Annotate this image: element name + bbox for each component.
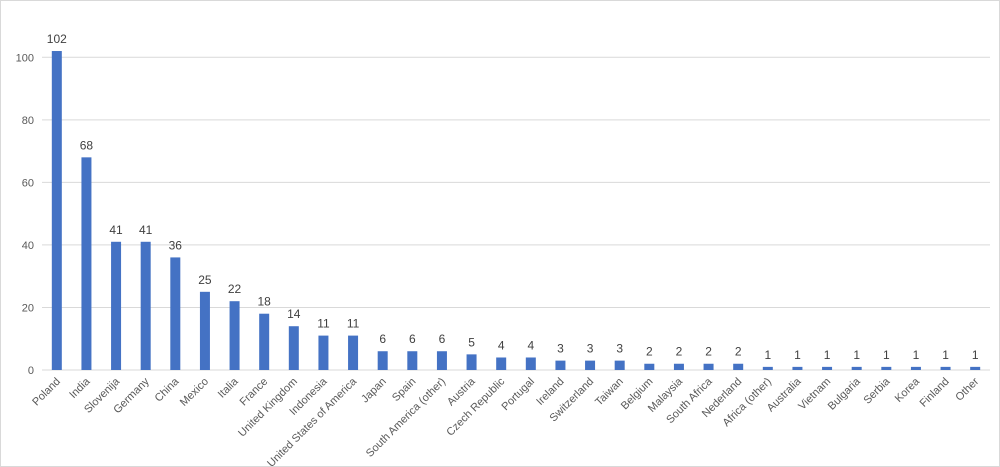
bar bbox=[792, 366, 803, 370]
bar bbox=[585, 360, 596, 370]
bar bbox=[140, 241, 151, 370]
x-tick-label: Other bbox=[953, 375, 981, 403]
bar bbox=[614, 360, 625, 370]
x-tick-label: Poland bbox=[30, 376, 63, 409]
bar bbox=[910, 366, 921, 370]
data-label: 2 bbox=[646, 345, 653, 359]
bar bbox=[644, 363, 655, 370]
bar bbox=[555, 360, 566, 370]
bar bbox=[288, 326, 299, 370]
bar bbox=[81, 157, 92, 370]
data-label: 2 bbox=[676, 345, 683, 359]
data-label: 1 bbox=[824, 348, 831, 362]
bar bbox=[466, 354, 477, 370]
data-label: 1 bbox=[942, 348, 949, 362]
x-tick-label: Finland bbox=[918, 376, 952, 410]
data-label: 22 bbox=[228, 282, 242, 296]
bar bbox=[822, 366, 833, 370]
data-label: 41 bbox=[109, 223, 123, 237]
bar bbox=[199, 291, 210, 370]
data-label: 6 bbox=[409, 332, 416, 346]
x-tick-label: Italia bbox=[216, 375, 242, 401]
data-label: 14 bbox=[287, 307, 301, 321]
bar bbox=[111, 241, 122, 370]
bar bbox=[170, 257, 181, 370]
y-tick-label: 80 bbox=[22, 115, 34, 127]
bar bbox=[703, 363, 714, 370]
data-label: 3 bbox=[616, 342, 623, 356]
bar bbox=[940, 366, 951, 370]
data-label: 4 bbox=[527, 338, 534, 352]
data-label: 4 bbox=[498, 338, 505, 352]
y-tick-label: 40 bbox=[22, 240, 34, 252]
bar bbox=[259, 313, 270, 370]
data-label: 1 bbox=[794, 348, 801, 362]
data-label: 3 bbox=[557, 342, 564, 356]
bar bbox=[407, 351, 418, 370]
data-label: 18 bbox=[258, 295, 272, 309]
data-label: 1 bbox=[972, 348, 979, 362]
x-tick-label: Portugal bbox=[499, 376, 536, 413]
bar bbox=[496, 357, 507, 370]
bar bbox=[51, 51, 62, 370]
data-label: 11 bbox=[317, 317, 330, 331]
data-label: 2 bbox=[705, 345, 712, 359]
y-tick-label: 20 bbox=[22, 302, 34, 314]
data-label: 1 bbox=[883, 348, 890, 362]
data-label: 6 bbox=[439, 332, 446, 346]
x-tick-label: Japan bbox=[359, 376, 389, 406]
bar bbox=[525, 357, 536, 370]
bar bbox=[881, 366, 892, 370]
data-label: 3 bbox=[587, 342, 594, 356]
data-label: 5 bbox=[468, 335, 475, 349]
data-label: 36 bbox=[169, 238, 183, 252]
data-label: 6 bbox=[379, 332, 386, 346]
bar bbox=[970, 366, 981, 370]
y-tick-label: 100 bbox=[16, 52, 34, 64]
x-tick-label: Bulgaria bbox=[826, 375, 864, 413]
bar bbox=[318, 335, 329, 370]
data-label: 41 bbox=[139, 223, 153, 237]
bar bbox=[851, 366, 862, 370]
data-label: 11 bbox=[347, 317, 360, 331]
bar bbox=[348, 335, 359, 370]
data-label: 1 bbox=[853, 348, 860, 362]
y-tick-label: 60 bbox=[22, 177, 34, 189]
x-tick-label: India bbox=[67, 375, 93, 401]
data-label: 25 bbox=[198, 273, 212, 287]
x-tick-label: Mexico bbox=[178, 376, 211, 409]
bar bbox=[436, 351, 447, 370]
bar bbox=[733, 363, 744, 370]
x-tick-label: Serbia bbox=[861, 375, 893, 407]
bar bbox=[377, 351, 388, 370]
data-label: 1 bbox=[913, 348, 920, 362]
bar bbox=[229, 301, 240, 370]
bar bbox=[762, 366, 773, 370]
data-label: 2 bbox=[735, 345, 742, 359]
data-label: 1 bbox=[764, 348, 771, 362]
y-tick-label: 0 bbox=[28, 365, 34, 377]
bar bbox=[673, 363, 684, 370]
data-label: 68 bbox=[80, 138, 94, 152]
data-label: 102 bbox=[47, 32, 67, 46]
